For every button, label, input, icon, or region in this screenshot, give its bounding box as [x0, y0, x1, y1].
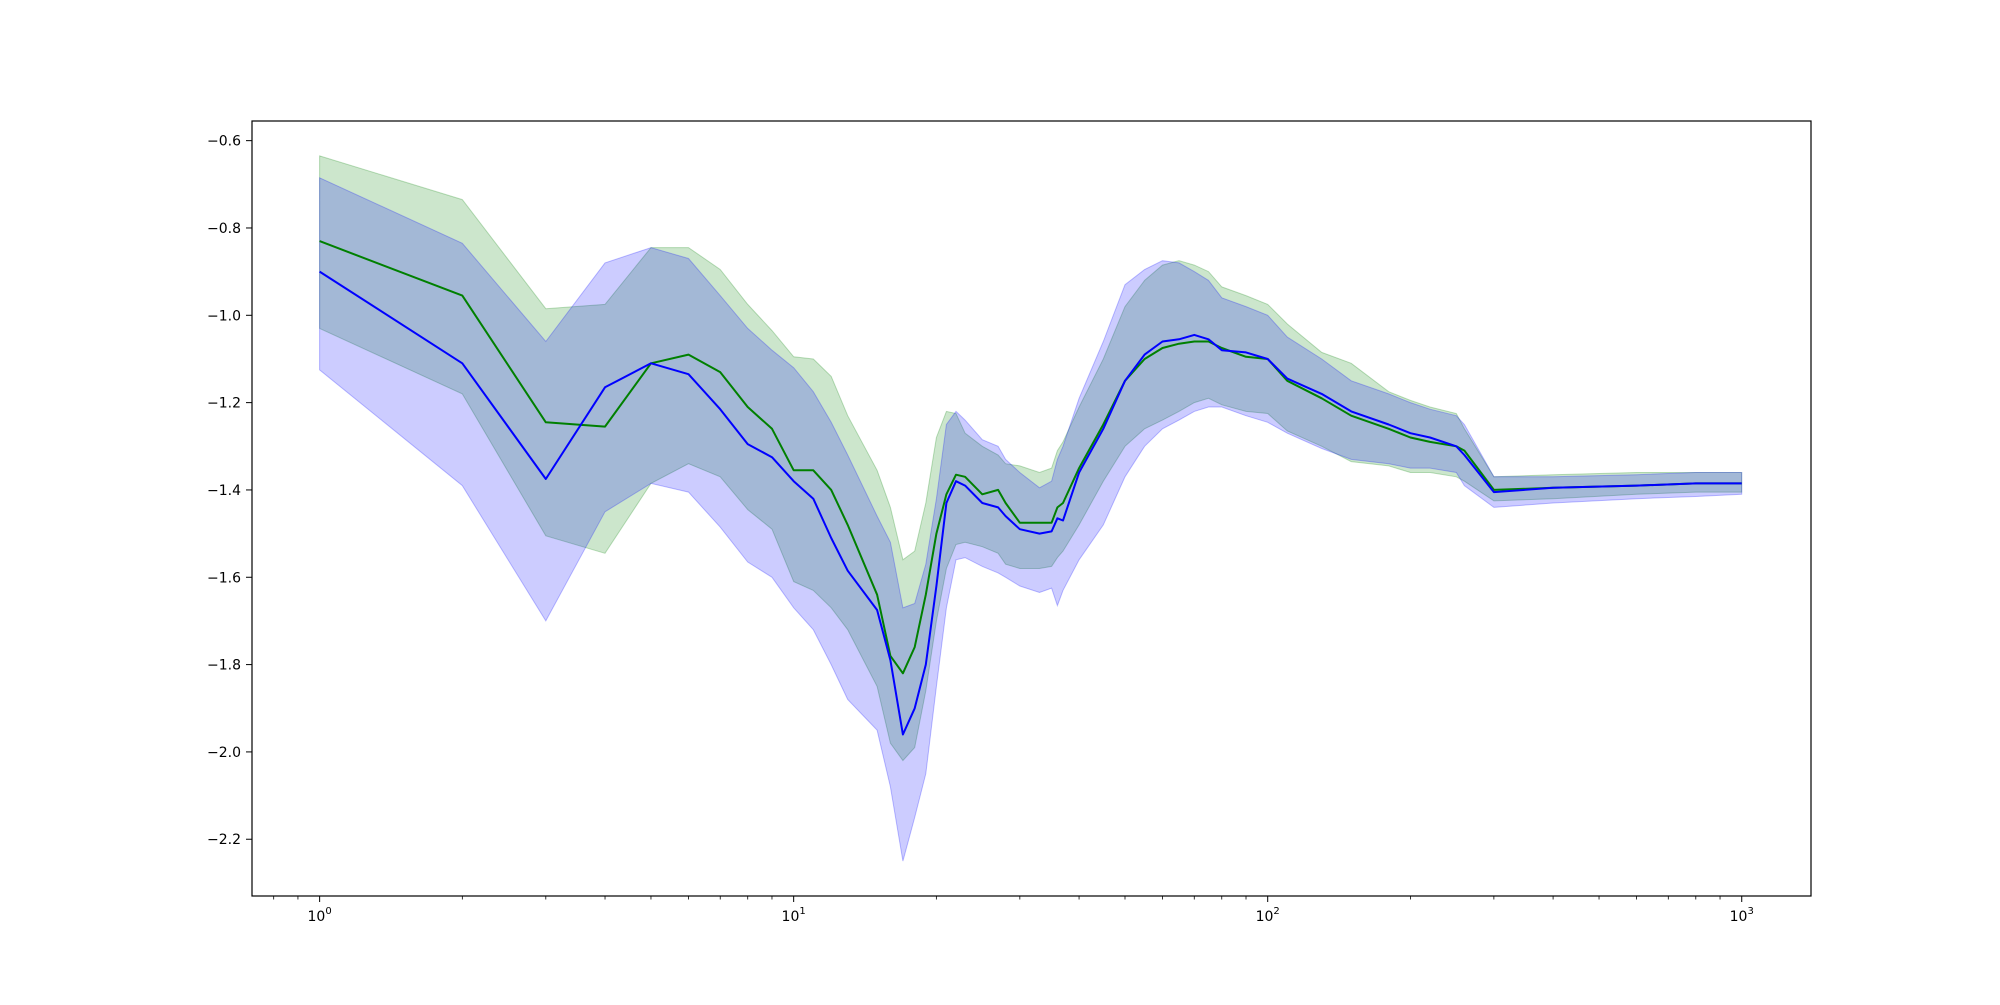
y-tick-label: −1.2 — [207, 396, 241, 412]
y-tick-label: −1.8 — [207, 658, 241, 674]
y-tick-label: −2.2 — [207, 832, 241, 848]
x-tick-label: 102 — [1256, 906, 1280, 925]
x-tick-label: 100 — [308, 906, 332, 925]
y-tick-label: −1.4 — [207, 483, 241, 499]
y-tick-label: −1.0 — [207, 308, 241, 324]
y-tick-label: −0.6 — [207, 134, 241, 150]
series-2-line — [319, 270, 1742, 736]
y-tick-label: −1.6 — [207, 570, 241, 586]
y-tick-label: −2.0 — [207, 745, 241, 761]
series-lines — [319, 240, 1742, 736]
x-tick-label: 103 — [1730, 906, 1754, 925]
plot-frame — [251, 120, 1812, 897]
x-tick-label: 101 — [782, 906, 806, 925]
series-1-band — [319, 155, 1743, 762]
axes: −0.6 −0.8 −1.0 −1.2 −1.4 −1.6 −1.8 −2.0 −2.2 100 1… — [207, 120, 1812, 925]
series-1-line — [319, 240, 1742, 675]
confidence-bands — [319, 155, 1743, 862]
series-2-band — [319, 177, 1743, 862]
y-tick-label: −0.8 — [207, 221, 241, 237]
